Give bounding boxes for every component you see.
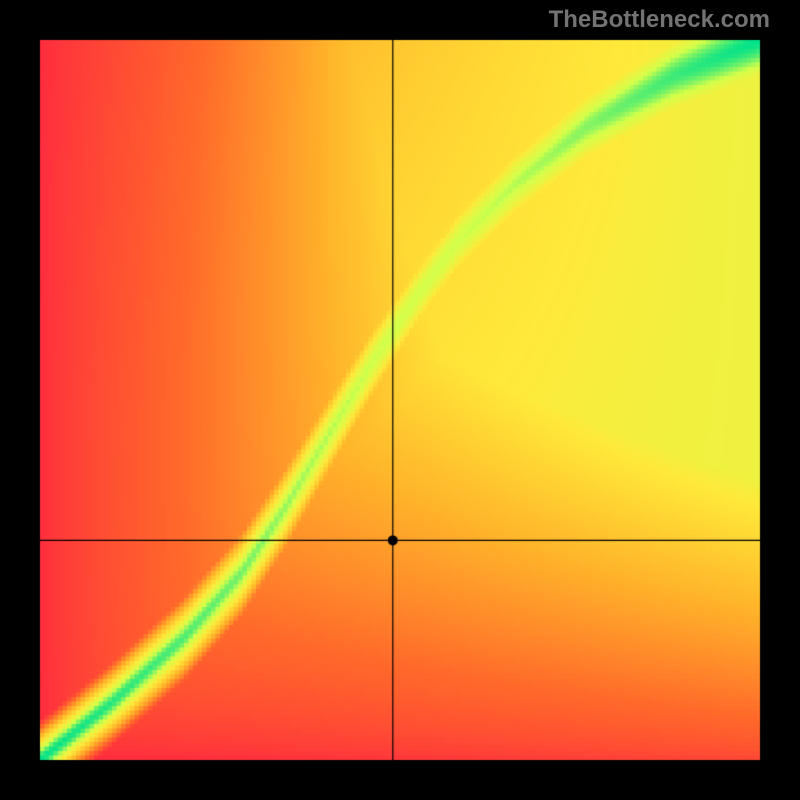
- heatmap-canvas: [0, 0, 800, 800]
- watermark-text: TheBottleneck.com: [549, 6, 770, 34]
